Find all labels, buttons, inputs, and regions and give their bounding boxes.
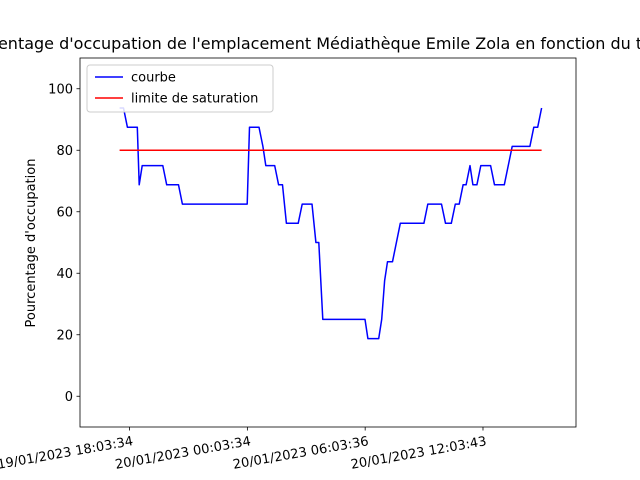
y-tick-label: 80 [56, 144, 73, 159]
legend-label-1: limite de saturation [131, 92, 258, 107]
y-tick-label: 40 [56, 267, 73, 282]
y-tick-label: 60 [56, 205, 73, 220]
x-tick-label: 20/01/2023 12:03:43 [350, 434, 488, 473]
y-axis: 0 20 40 60 80 100 [48, 82, 80, 405]
series-line-0 [119, 107, 543, 340]
legend-label-0: courbe [131, 71, 176, 86]
legend-box [86, 64, 274, 113]
axes-frame [79, 57, 577, 428]
chart-title: Pourcentage d'occupation de l'emplacemen… [0, 34, 640, 53]
y-tick-label: 100 [48, 82, 73, 97]
x-tick-label: 20/01/2023 06:03:36 [232, 434, 370, 473]
y-tick-label: 0 [65, 390, 73, 405]
y-tick-label: 20 [56, 328, 73, 343]
x-tick-label: 19/01/2023 18:03:34 [0, 434, 134, 473]
plot-area [79, 57, 577, 428]
y-axis-label: Pourcentage d'occupation [24, 159, 39, 328]
x-tick-label: 20/01/2023 00:03:34 [114, 434, 252, 473]
legend: courbe limite de saturation [86, 64, 274, 113]
